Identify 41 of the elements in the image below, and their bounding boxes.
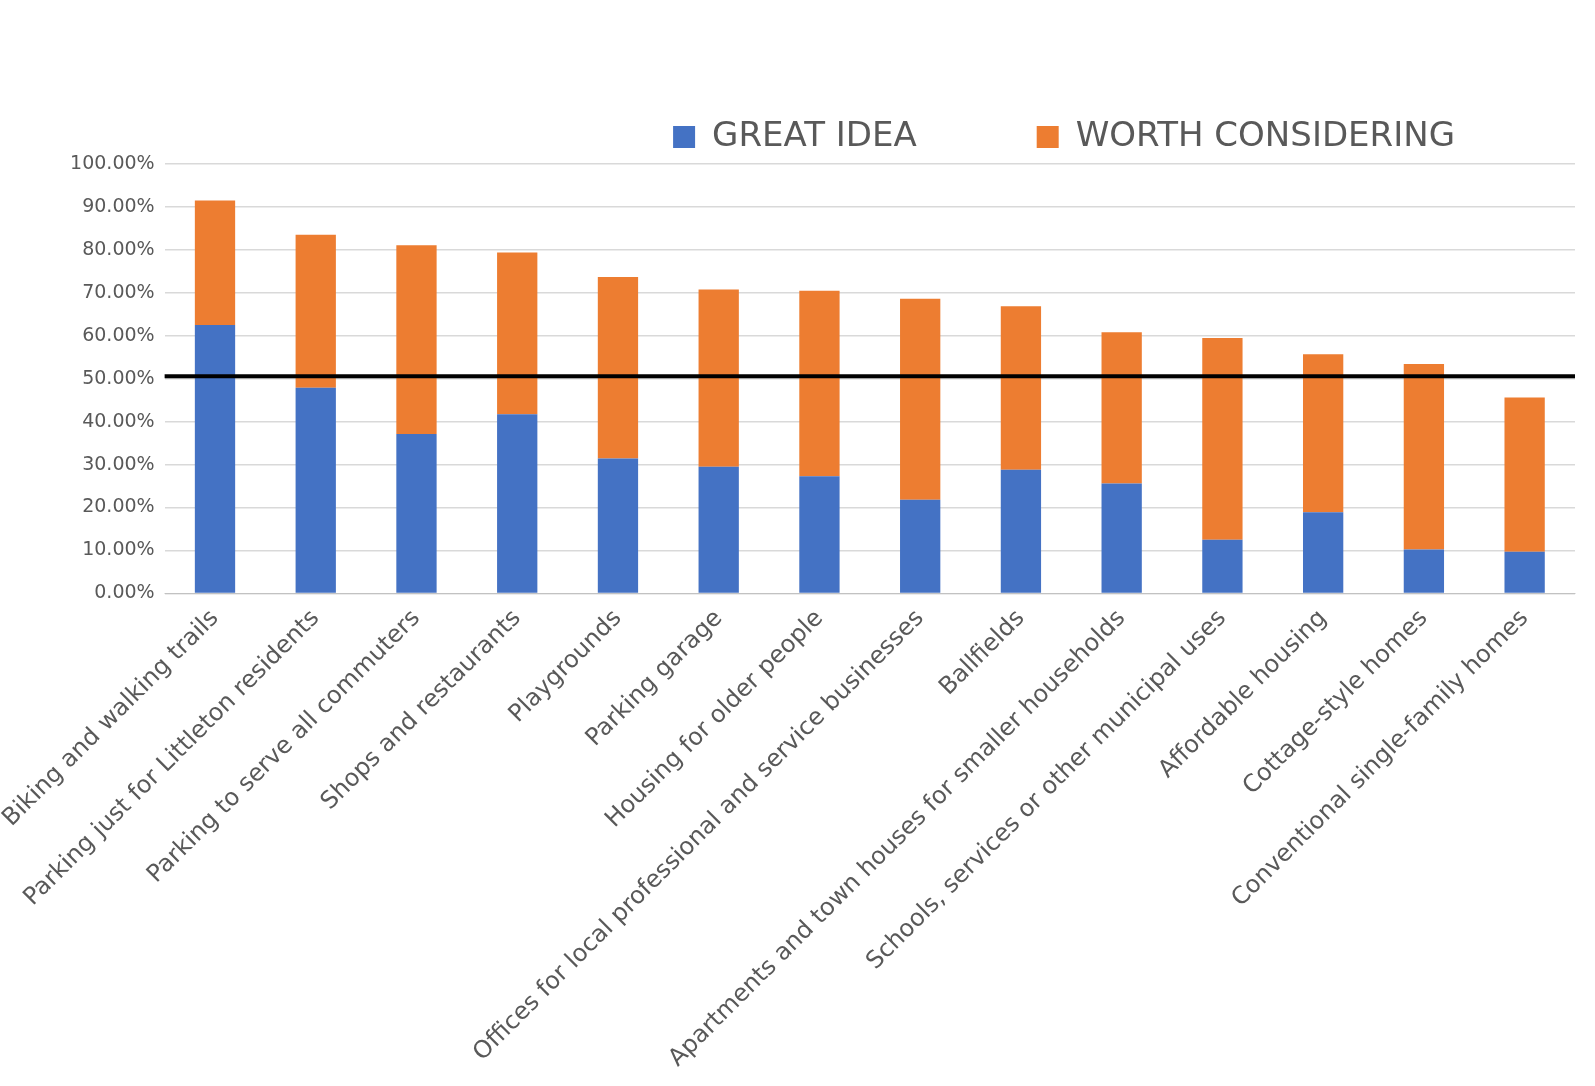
y-tick-label: 0.00% [94,580,155,603]
bar [597,458,639,593]
legend-label: GREAT IDEA [712,113,917,154]
bar [1303,512,1344,593]
bar [698,289,739,467]
legend-label: WORTH CONSIDERING [1075,113,1455,154]
y-tick-label: 50.00% [82,365,155,388]
bar [1403,549,1445,593]
bar [1403,364,1445,550]
bar [295,234,336,388]
bar [497,414,538,593]
bar [900,499,941,593]
bar [900,298,941,500]
y-tick-label: 20.00% [82,494,155,517]
bar [1101,483,1142,593]
bar [1303,354,1344,513]
bar [597,276,639,459]
bar [799,476,840,593]
bar [799,290,840,477]
y-tick-label: 90.00% [82,193,155,216]
bar [698,466,739,593]
bar [1101,332,1142,484]
y-tick-label: 70.00% [82,279,155,302]
bar [194,325,236,593]
y-tick-label: 80.00% [82,236,155,259]
bar [295,387,336,593]
y-tick-label: 30.00% [82,451,155,474]
bar [1202,337,1243,540]
bar [1202,539,1243,593]
bar [1504,551,1545,593]
bar [396,434,437,593]
bar [1000,306,1042,470]
bar [1000,469,1042,593]
y-tick-label: 10.00% [82,537,155,560]
bar [497,252,538,415]
bar [194,200,236,326]
y-tick-label: 100.00% [70,150,155,173]
bar [1504,397,1545,552]
bar [396,245,437,435]
y-tick-label: 40.00% [82,408,155,431]
y-tick-label: 60.00% [82,322,155,345]
